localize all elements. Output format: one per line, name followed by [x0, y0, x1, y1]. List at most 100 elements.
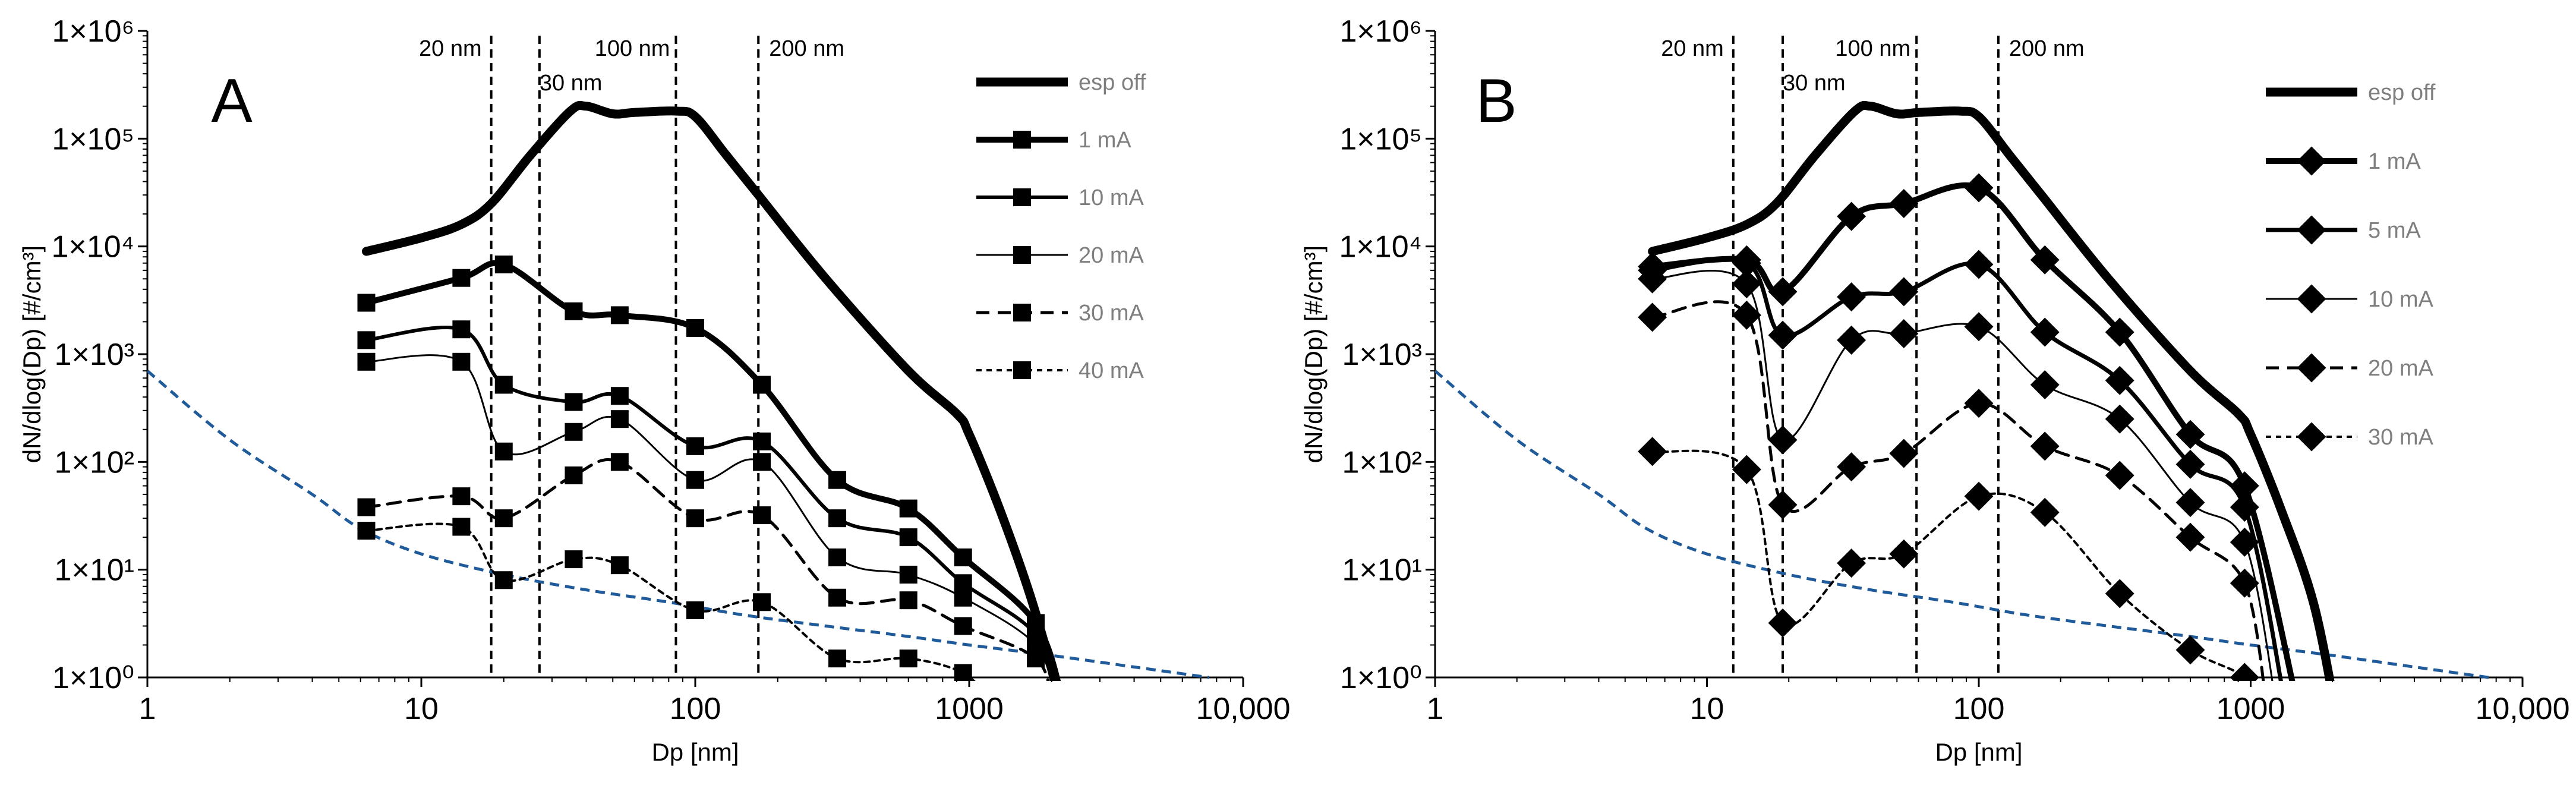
x-tick-label: 10	[1690, 692, 1724, 726]
data-point	[1638, 437, 1667, 466]
x-axis-label: Dp [nm]	[651, 738, 739, 766]
data-point	[610, 306, 629, 324]
x-tick-label: 1000	[2216, 692, 2285, 726]
data-point	[565, 302, 583, 320]
legend-label: 5 mA	[2368, 218, 2421, 243]
data-point	[1768, 608, 1798, 638]
data-point	[1889, 277, 1919, 307]
y-tick-label: 1×10⁵	[1339, 122, 1422, 156]
data-point	[1837, 201, 1866, 231]
data-point	[1964, 250, 1994, 279]
data-point	[2030, 245, 2060, 275]
data-point	[357, 498, 376, 516]
data-point	[2030, 370, 2060, 399]
data-point	[610, 556, 629, 575]
axes: 1×10⁰ 1×10¹ 1×10² 1×10³ 1×10⁴ 1×10⁵ 1×10⁶ 1 10 10…	[1339, 14, 2570, 726]
data-point	[1837, 282, 1866, 312]
legend-marker	[2297, 284, 2326, 314]
data-point	[1768, 490, 1798, 519]
data-point	[357, 294, 376, 312]
x-tick-label: 10,000	[1196, 692, 1290, 726]
data-point	[2105, 404, 2134, 434]
series-line	[1651, 449, 2250, 681]
x-tick-label: 10	[404, 692, 439, 726]
data-point	[2175, 449, 2205, 479]
data-point	[452, 518, 471, 536]
y-tick-label: 1×10⁰	[1340, 661, 1422, 695]
data-point	[452, 352, 471, 371]
y-tick-label: 1×10⁴	[1339, 230, 1422, 264]
data-point	[2030, 431, 2060, 461]
data-point	[494, 376, 513, 394]
series-20-ma	[1638, 300, 2265, 681]
y-tick-label: 1×10⁵	[52, 122, 134, 156]
data-point	[1964, 389, 1994, 418]
panel-label: B	[1475, 67, 1516, 135]
y-tick-label: 1×10³	[1342, 338, 1422, 372]
data-point	[1768, 277, 1798, 307]
data-point	[2175, 488, 2205, 518]
data-point	[2230, 663, 2259, 681]
background-curve	[1435, 370, 2489, 679]
legend-label: 30 mA	[1079, 301, 1144, 326]
data-point	[899, 591, 917, 610]
data-point	[357, 352, 376, 371]
data-point	[2105, 579, 2134, 609]
data-point	[2230, 493, 2259, 522]
series-30-ma	[1638, 437, 2259, 681]
legend: esp off 1 mA 5 mA 10 mA 20 mA 30 mA	[2266, 80, 2436, 452]
x-tick-label: 1000	[935, 692, 1004, 726]
series-line	[362, 100, 1060, 681]
x-tick-label: 100	[1953, 692, 2005, 726]
series-line	[1648, 100, 2335, 681]
data-point	[828, 471, 847, 489]
x-axis-label: Dp [nm]	[1935, 738, 2022, 766]
data-point	[494, 256, 513, 274]
data-point	[1638, 264, 1667, 294]
legend-marker	[1013, 131, 1031, 149]
series-30-ma	[357, 453, 1050, 681]
data-point	[610, 387, 629, 405]
legend-marker	[1013, 188, 1031, 206]
y-tick-label: 1×10²	[1342, 445, 1422, 480]
reference-line-label: 200 nm	[769, 36, 844, 61]
data-point	[828, 548, 847, 567]
data-point	[2175, 635, 2205, 665]
x-tick-label: 10,000	[2475, 692, 2569, 726]
reference-lines: 20 nm 30 nm 100 nm 200 nm	[1661, 36, 2085, 677]
y-tick-label: 1×10¹	[1342, 553, 1422, 588]
data-point	[2175, 522, 2205, 552]
reference-line-label: 100 nm	[595, 36, 670, 61]
reference-line-label: 200 nm	[2009, 36, 2085, 61]
data-point	[686, 319, 704, 337]
data-point	[1732, 455, 1761, 484]
legend-label: esp off	[1079, 70, 1146, 95]
data-point	[1638, 302, 1667, 332]
chart-panel-a: 1×10⁰ 1×10¹ 1×10² 1×10³ 1×10⁴ 1×10⁵ 1×10⁶ 1 10 10…	[18, 14, 1291, 766]
data-point	[753, 376, 771, 394]
y-tick-label: 1×10⁴	[52, 230, 134, 264]
legend-label: 20 mA	[2368, 356, 2433, 381]
y-axis-label: dN/dlog(Dp) [#/cm³]	[18, 245, 46, 463]
data-point	[753, 453, 771, 471]
reference-line-label: 100 nm	[1835, 36, 1910, 61]
reference-line-label: 30 nm	[540, 71, 603, 96]
data-point	[565, 423, 583, 441]
data-point	[2230, 471, 2259, 501]
data-point	[565, 466, 583, 484]
series-esp-off	[362, 100, 1060, 681]
data-point	[2105, 365, 2134, 395]
chart-panel-b: 1×10⁰ 1×10¹ 1×10² 1×10³ 1×10⁴ 1×10⁵ 1×10⁶ 1 10 10…	[1300, 14, 2570, 766]
y-tick-label: 1×10¹	[55, 553, 134, 588]
legend-label: 10 mA	[1079, 185, 1144, 210]
data-point	[899, 565, 917, 584]
data-point	[2030, 497, 2060, 527]
data-point	[565, 550, 583, 569]
data-point	[899, 499, 917, 518]
legend-marker	[2297, 353, 2326, 383]
data-point	[1964, 481, 1994, 511]
data-point	[610, 410, 629, 428]
data-point	[828, 650, 847, 668]
data-point	[686, 509, 704, 528]
series-line	[1650, 257, 2283, 681]
